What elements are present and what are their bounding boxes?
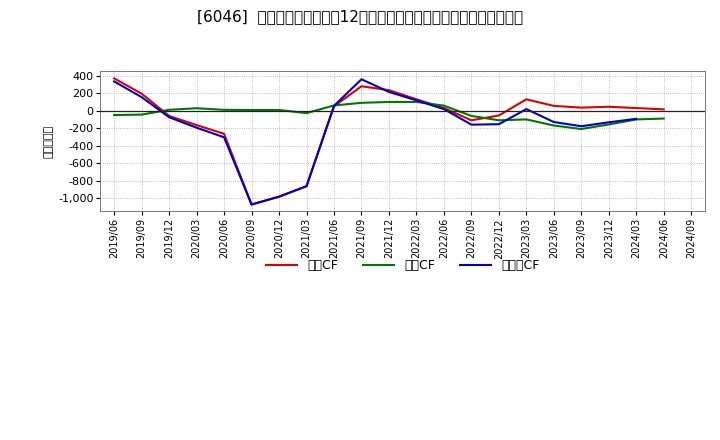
投資CF — [138, 112, 146, 117]
営業CF — [632, 106, 641, 111]
投資CF — [110, 112, 119, 117]
営業CF — [660, 107, 668, 112]
フリーCF — [220, 135, 228, 140]
フリーCF — [247, 202, 256, 207]
フリーCF — [577, 124, 585, 129]
投資CF — [440, 103, 449, 108]
投資CF — [357, 100, 366, 106]
Line: 営業CF: 営業CF — [114, 78, 664, 205]
営業CF — [467, 117, 476, 123]
フリーCF — [110, 79, 119, 84]
投資CF — [275, 107, 284, 113]
フリーCF — [275, 194, 284, 199]
投資CF — [549, 123, 558, 128]
投資CF — [412, 99, 420, 105]
営業CF — [165, 113, 174, 118]
営業CF — [440, 106, 449, 111]
投資CF — [495, 117, 503, 123]
営業CF — [220, 131, 228, 136]
営業CF — [384, 88, 393, 93]
営業CF — [522, 97, 531, 102]
投資CF — [660, 116, 668, 121]
フリーCF — [330, 103, 338, 109]
フリーCF — [357, 77, 366, 82]
投資CF — [165, 107, 174, 113]
投資CF — [522, 117, 531, 122]
営業CF — [110, 76, 119, 81]
フリーCF — [138, 95, 146, 100]
営業CF — [577, 105, 585, 110]
フリーCF — [384, 89, 393, 95]
営業CF — [330, 104, 338, 109]
Text: [6046]  キャッシュフローの12か月移動合計の対前年同期増減額の推移: [6046] キャッシュフローの12か月移動合計の対前年同期増減額の推移 — [197, 9, 523, 24]
営業CF — [357, 84, 366, 89]
フリーCF — [440, 106, 449, 112]
営業CF — [605, 104, 613, 110]
投資CF — [384, 99, 393, 105]
営業CF — [275, 194, 284, 199]
営業CF — [549, 103, 558, 109]
フリーCF — [549, 119, 558, 125]
フリーCF — [412, 98, 420, 103]
投資CF — [467, 113, 476, 118]
投資CF — [220, 107, 228, 113]
投資CF — [605, 122, 613, 127]
投資CF — [577, 126, 585, 132]
営業CF — [138, 91, 146, 96]
Y-axis label: （百万円）: （百万円） — [44, 125, 54, 158]
営業CF — [302, 183, 311, 189]
フリーCF — [192, 125, 201, 130]
フリーCF — [467, 122, 476, 127]
フリーCF — [522, 106, 531, 112]
フリーCF — [632, 116, 641, 121]
フリーCF — [165, 114, 174, 120]
フリーCF — [605, 120, 613, 125]
Line: 投資CF: 投資CF — [114, 102, 664, 129]
投資CF — [330, 103, 338, 108]
Legend: 営業CF, 投資CF, フリーCF: 営業CF, 投資CF, フリーCF — [261, 254, 544, 278]
フリーCF — [302, 183, 311, 189]
投資CF — [192, 106, 201, 111]
営業CF — [247, 202, 256, 207]
営業CF — [192, 122, 201, 128]
フリーCF — [495, 121, 503, 127]
投資CF — [632, 117, 641, 122]
投資CF — [302, 110, 311, 116]
投資CF — [247, 107, 256, 113]
Line: フリーCF: フリーCF — [114, 79, 636, 205]
営業CF — [495, 113, 503, 118]
営業CF — [412, 97, 420, 102]
